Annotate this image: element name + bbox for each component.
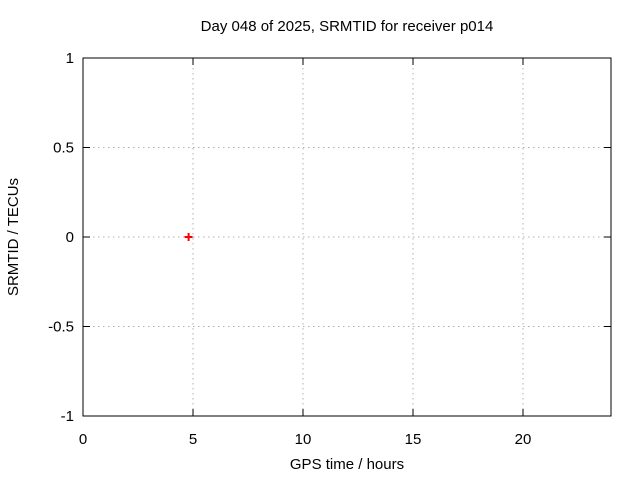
border-rect [82,57,612,417]
y-tick-label: 0.5 [53,140,74,157]
y-tick-label: 1 [66,50,74,67]
y-tick-label: -1 [61,408,74,425]
x-axis-label: GPS time / hours [290,456,404,473]
y-tick-label: 0 [66,229,74,246]
x-tick-label: 0 [79,431,87,448]
grid-lines [83,58,611,416]
y-axis-label: SRMTID / TECUs [5,178,22,296]
plot-border [82,57,612,417]
data-points [184,233,193,241]
data-point-marker [184,233,193,241]
chart-title: Day 048 of 2025, SRMTID for receiver p01… [201,18,494,35]
x-tick-label: 10 [295,431,312,448]
x-tick-label: 15 [405,431,422,448]
y-tick-label: -0.5 [48,319,74,336]
axis-tick-labels: 0 5 10 15 20 -1 -0.5 0 0.5 1 [48,50,531,448]
x-tick-label: 20 [515,431,532,448]
axis-ticks [82,57,611,417]
x-tick-label: 5 [189,431,197,448]
